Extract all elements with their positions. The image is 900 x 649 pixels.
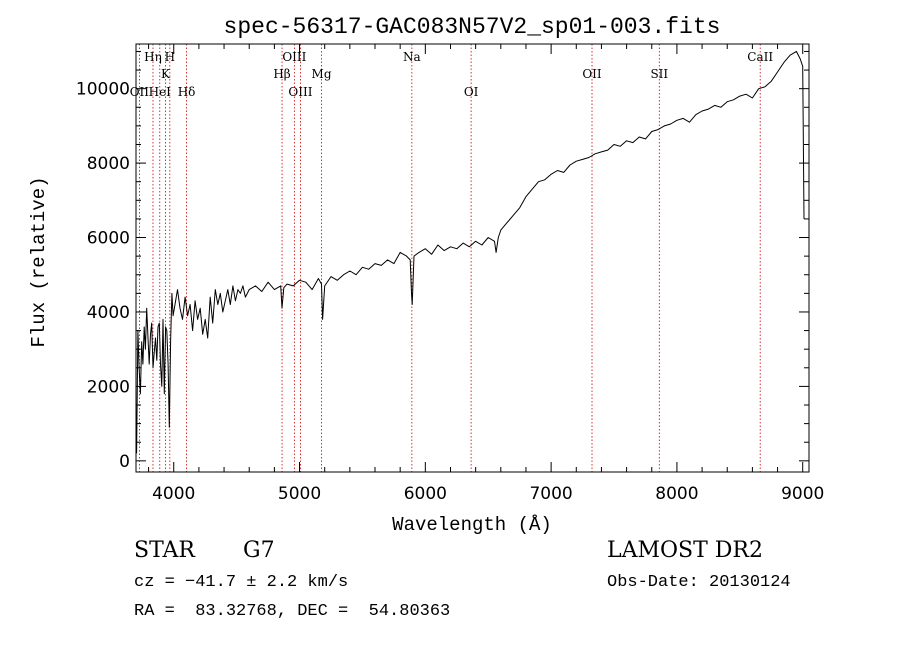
y-tick-label-1: 2000 [87, 377, 130, 397]
spectral-line-markers [138, 44, 761, 472]
survey-name: LAMOST DR2 [607, 538, 763, 563]
y-tick-label-0: 0 [119, 452, 130, 472]
observation-date: Obs-Date: 20130124 [607, 573, 791, 592]
line-label-9: Mg [312, 67, 332, 81]
object-subclass: G7 [243, 538, 275, 563]
object-type: STAR [134, 538, 195, 563]
y-tick-label-3: 6000 [87, 229, 130, 249]
line-label-6: OIII [282, 50, 306, 64]
line-label-1: H [165, 50, 175, 64]
plot-frame [135, 43, 810, 473]
line-label-3: HeI [149, 85, 172, 99]
line-label-13: SII [650, 67, 668, 81]
coordinates-readout: RA = 83.32768, DEC = 54.80363 [134, 602, 451, 621]
redshift-readout: cz = −41.7 ± 2.2 km/s [134, 573, 349, 592]
y-axis-label: Flux (relative) [28, 176, 50, 347]
x-tick-label-3: 7000 [529, 484, 572, 504]
x-tick-label-5: 9000 [781, 484, 824, 504]
y-axis-ticks: 0 2000 4000 6000 8000 10000 [76, 50, 809, 472]
line-label-0: Hη [144, 50, 162, 64]
x-axis-ticks: 4000 5000 6000 7000 8000 9000 [148, 44, 824, 504]
x-tick-label-1: 5000 [278, 484, 321, 504]
y-tick-label-5: 10000 [76, 80, 130, 100]
line-label-8: OIII [288, 85, 312, 99]
x-tick-label-4: 8000 [655, 484, 698, 504]
spectrum-line [136, 50, 805, 454]
line-label-7: Hβ [273, 67, 290, 81]
line-label-12: OII [582, 67, 602, 81]
chart-title: spec-56317-GAC083N57V2_sp01-003.fits [224, 14, 721, 40]
line-label-10: Na [403, 50, 421, 64]
line-label-14: CaII [747, 50, 773, 64]
line-label-11: OI [464, 85, 479, 99]
x-axis-label: Wavelength (Å) [392, 514, 552, 536]
line-label-5: Hδ [178, 85, 196, 99]
y-tick-label-2: 4000 [87, 303, 130, 323]
line-label-2: OII [130, 85, 150, 99]
x-tick-label-2: 6000 [404, 484, 447, 504]
x-tick-label-0: 4000 [152, 484, 195, 504]
line-label-4: K [161, 67, 171, 81]
y-tick-label-4: 8000 [87, 154, 130, 174]
